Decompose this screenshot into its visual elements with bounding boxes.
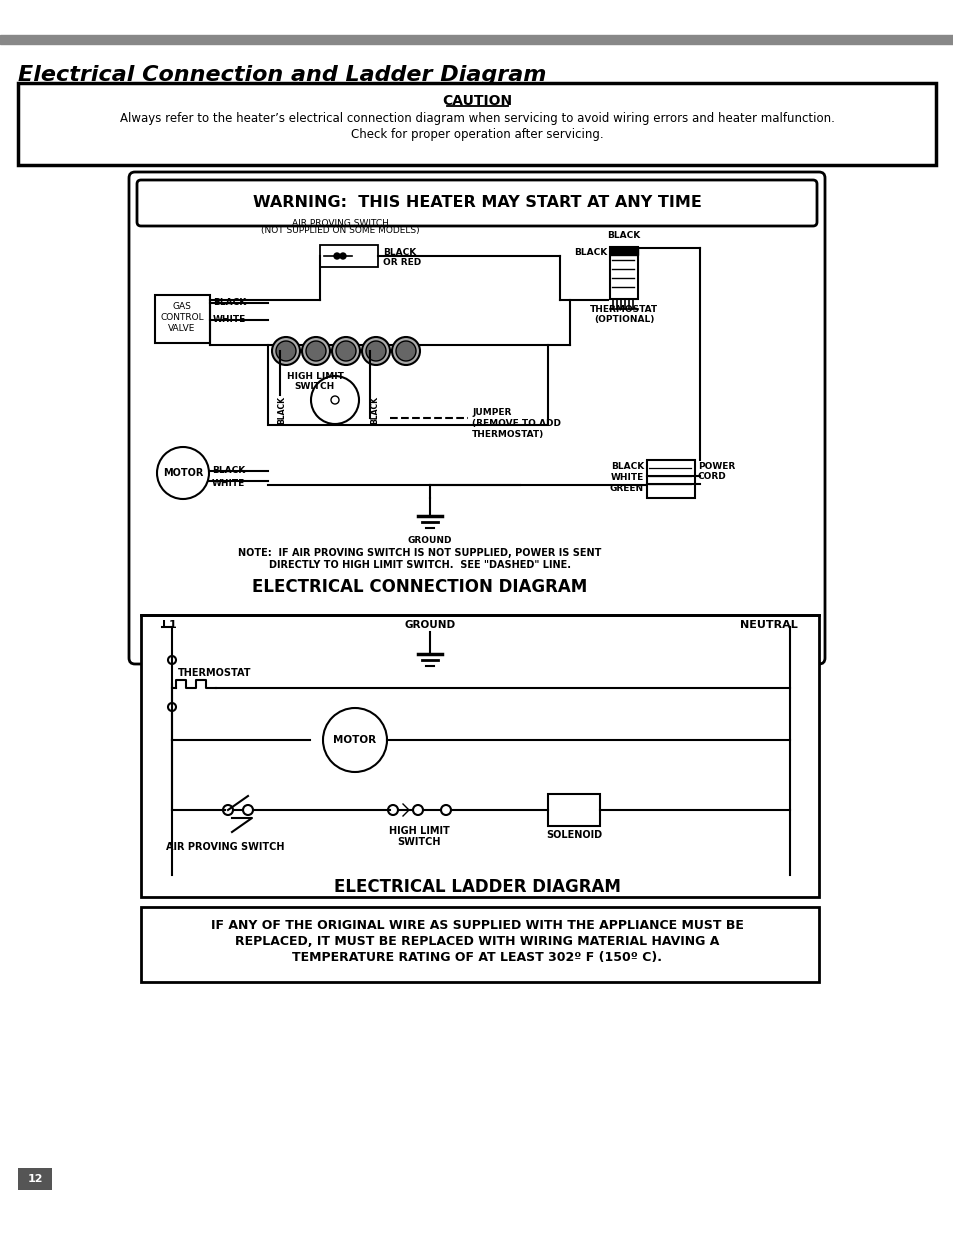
Bar xyxy=(609,247,638,254)
Text: HIGH LIMIT: HIGH LIMIT xyxy=(286,372,343,382)
Text: DIRECTLY TO HIGH LIMIT SWITCH.  SEE "DASHED" LINE.: DIRECTLY TO HIGH LIMIT SWITCH. SEE "DASH… xyxy=(269,559,571,571)
Circle shape xyxy=(361,337,390,366)
Text: NEUTRAL: NEUTRAL xyxy=(740,620,797,630)
Text: TEMPERATURE RATING OF AT LEAST 302º F (150º C).: TEMPERATURE RATING OF AT LEAST 302º F (1… xyxy=(292,951,661,965)
Text: SOLENOID: SOLENOID xyxy=(545,830,601,840)
Bar xyxy=(141,906,818,982)
Circle shape xyxy=(440,805,451,815)
Text: ELECTRICAL CONNECTION DIAGRAM: ELECTRICAL CONNECTION DIAGRAM xyxy=(253,578,587,597)
Text: SWITCH: SWITCH xyxy=(396,837,440,847)
Circle shape xyxy=(395,341,416,361)
Bar xyxy=(547,794,599,826)
Bar xyxy=(268,345,547,425)
Text: THERMOSTAT: THERMOSTAT xyxy=(178,668,252,678)
Text: WHITE: WHITE xyxy=(212,479,245,488)
Circle shape xyxy=(339,253,346,259)
Text: BLACK: BLACK xyxy=(277,396,286,424)
Circle shape xyxy=(334,253,339,259)
Circle shape xyxy=(306,341,326,361)
Text: AIR PROVING SWITCH: AIR PROVING SWITCH xyxy=(292,219,388,228)
Text: THERMOSTAT: THERMOSTAT xyxy=(589,305,658,314)
Text: 12: 12 xyxy=(28,1174,43,1184)
Text: SWITCH: SWITCH xyxy=(294,382,335,391)
Text: (REMOVE TO ADD: (REMOVE TO ADD xyxy=(472,419,560,429)
Circle shape xyxy=(302,337,330,366)
Text: AIR PROVING SWITCH: AIR PROVING SWITCH xyxy=(166,842,284,852)
Circle shape xyxy=(223,805,233,815)
Text: MOTOR: MOTOR xyxy=(163,468,203,478)
Circle shape xyxy=(335,341,355,361)
Text: VALVE: VALVE xyxy=(168,324,195,333)
Text: BLACK: BLACK xyxy=(212,466,245,475)
Text: JUMPER: JUMPER xyxy=(472,408,511,417)
Text: WARNING:  THIS HEATER MAY START AT ANY TIME: WARNING: THIS HEATER MAY START AT ANY TI… xyxy=(253,195,700,210)
Bar xyxy=(18,1168,52,1191)
Circle shape xyxy=(168,703,175,711)
Text: OR RED: OR RED xyxy=(382,258,421,267)
Circle shape xyxy=(311,375,358,424)
Bar xyxy=(0,35,953,44)
Circle shape xyxy=(413,805,422,815)
Circle shape xyxy=(332,337,359,366)
Circle shape xyxy=(272,337,299,366)
Bar xyxy=(18,83,935,165)
Text: BLACK: BLACK xyxy=(370,396,379,424)
Text: ELECTRICAL LADDER DIAGRAM: ELECTRICAL LADDER DIAGRAM xyxy=(334,878,619,897)
Text: GROUND: GROUND xyxy=(407,536,452,545)
FancyBboxPatch shape xyxy=(137,180,816,226)
Text: BLACK: BLACK xyxy=(573,248,606,257)
Text: NOTE:  IF AIR PROVING SWITCH IS NOT SUPPLIED, POWER IS SENT: NOTE: IF AIR PROVING SWITCH IS NOT SUPPL… xyxy=(238,548,601,558)
Text: BLACK: BLACK xyxy=(213,298,246,308)
Circle shape xyxy=(157,447,209,499)
Text: WHITE: WHITE xyxy=(213,315,246,324)
Text: BLACK: BLACK xyxy=(382,248,416,257)
Circle shape xyxy=(388,805,397,815)
Text: GROUND: GROUND xyxy=(404,620,456,630)
Bar xyxy=(154,295,210,343)
Bar xyxy=(141,615,818,897)
Text: IF ANY OF THE ORIGINAL WIRE AS SUPPLIED WITH THE APPLIANCE MUST BE: IF ANY OF THE ORIGINAL WIRE AS SUPPLIED … xyxy=(211,919,742,932)
Text: Always refer to the heater’s electrical connection diagram when servicing to avo: Always refer to the heater’s electrical … xyxy=(119,112,834,125)
Text: L1: L1 xyxy=(162,620,176,630)
Circle shape xyxy=(392,337,419,366)
Text: THERMOSTAT): THERMOSTAT) xyxy=(472,430,543,438)
Circle shape xyxy=(323,708,387,772)
Circle shape xyxy=(331,396,338,404)
Text: Check for proper operation after servicing.: Check for proper operation after servici… xyxy=(351,128,602,141)
Text: MOTOR: MOTOR xyxy=(334,735,376,745)
Text: CONTROL: CONTROL xyxy=(160,312,204,322)
Text: BLACK: BLACK xyxy=(607,231,640,240)
Text: (NOT SUPPLIED ON SOME MODELS): (NOT SUPPLIED ON SOME MODELS) xyxy=(260,226,419,235)
Text: WHITE: WHITE xyxy=(610,473,643,482)
Circle shape xyxy=(275,341,295,361)
Text: GREEN: GREEN xyxy=(609,484,643,493)
Text: BLACK: BLACK xyxy=(610,462,643,471)
Bar xyxy=(319,245,377,267)
FancyBboxPatch shape xyxy=(129,172,824,664)
Text: HIGH LIMIT: HIGH LIMIT xyxy=(388,826,449,836)
Circle shape xyxy=(243,805,253,815)
Bar xyxy=(646,459,695,498)
Text: POWER: POWER xyxy=(698,462,735,471)
Text: GAS: GAS xyxy=(172,303,192,311)
Text: CAUTION: CAUTION xyxy=(441,94,512,107)
Circle shape xyxy=(168,656,175,664)
Circle shape xyxy=(366,341,386,361)
Bar xyxy=(609,247,638,299)
Text: Electrical Connection and Ladder Diagram: Electrical Connection and Ladder Diagram xyxy=(18,65,546,85)
Text: REPLACED, IT MUST BE REPLACED WITH WIRING MATERIAL HAVING A: REPLACED, IT MUST BE REPLACED WITH WIRIN… xyxy=(234,935,719,948)
Text: (OPTIONAL): (OPTIONAL) xyxy=(593,315,654,324)
Text: CORD: CORD xyxy=(698,472,726,480)
